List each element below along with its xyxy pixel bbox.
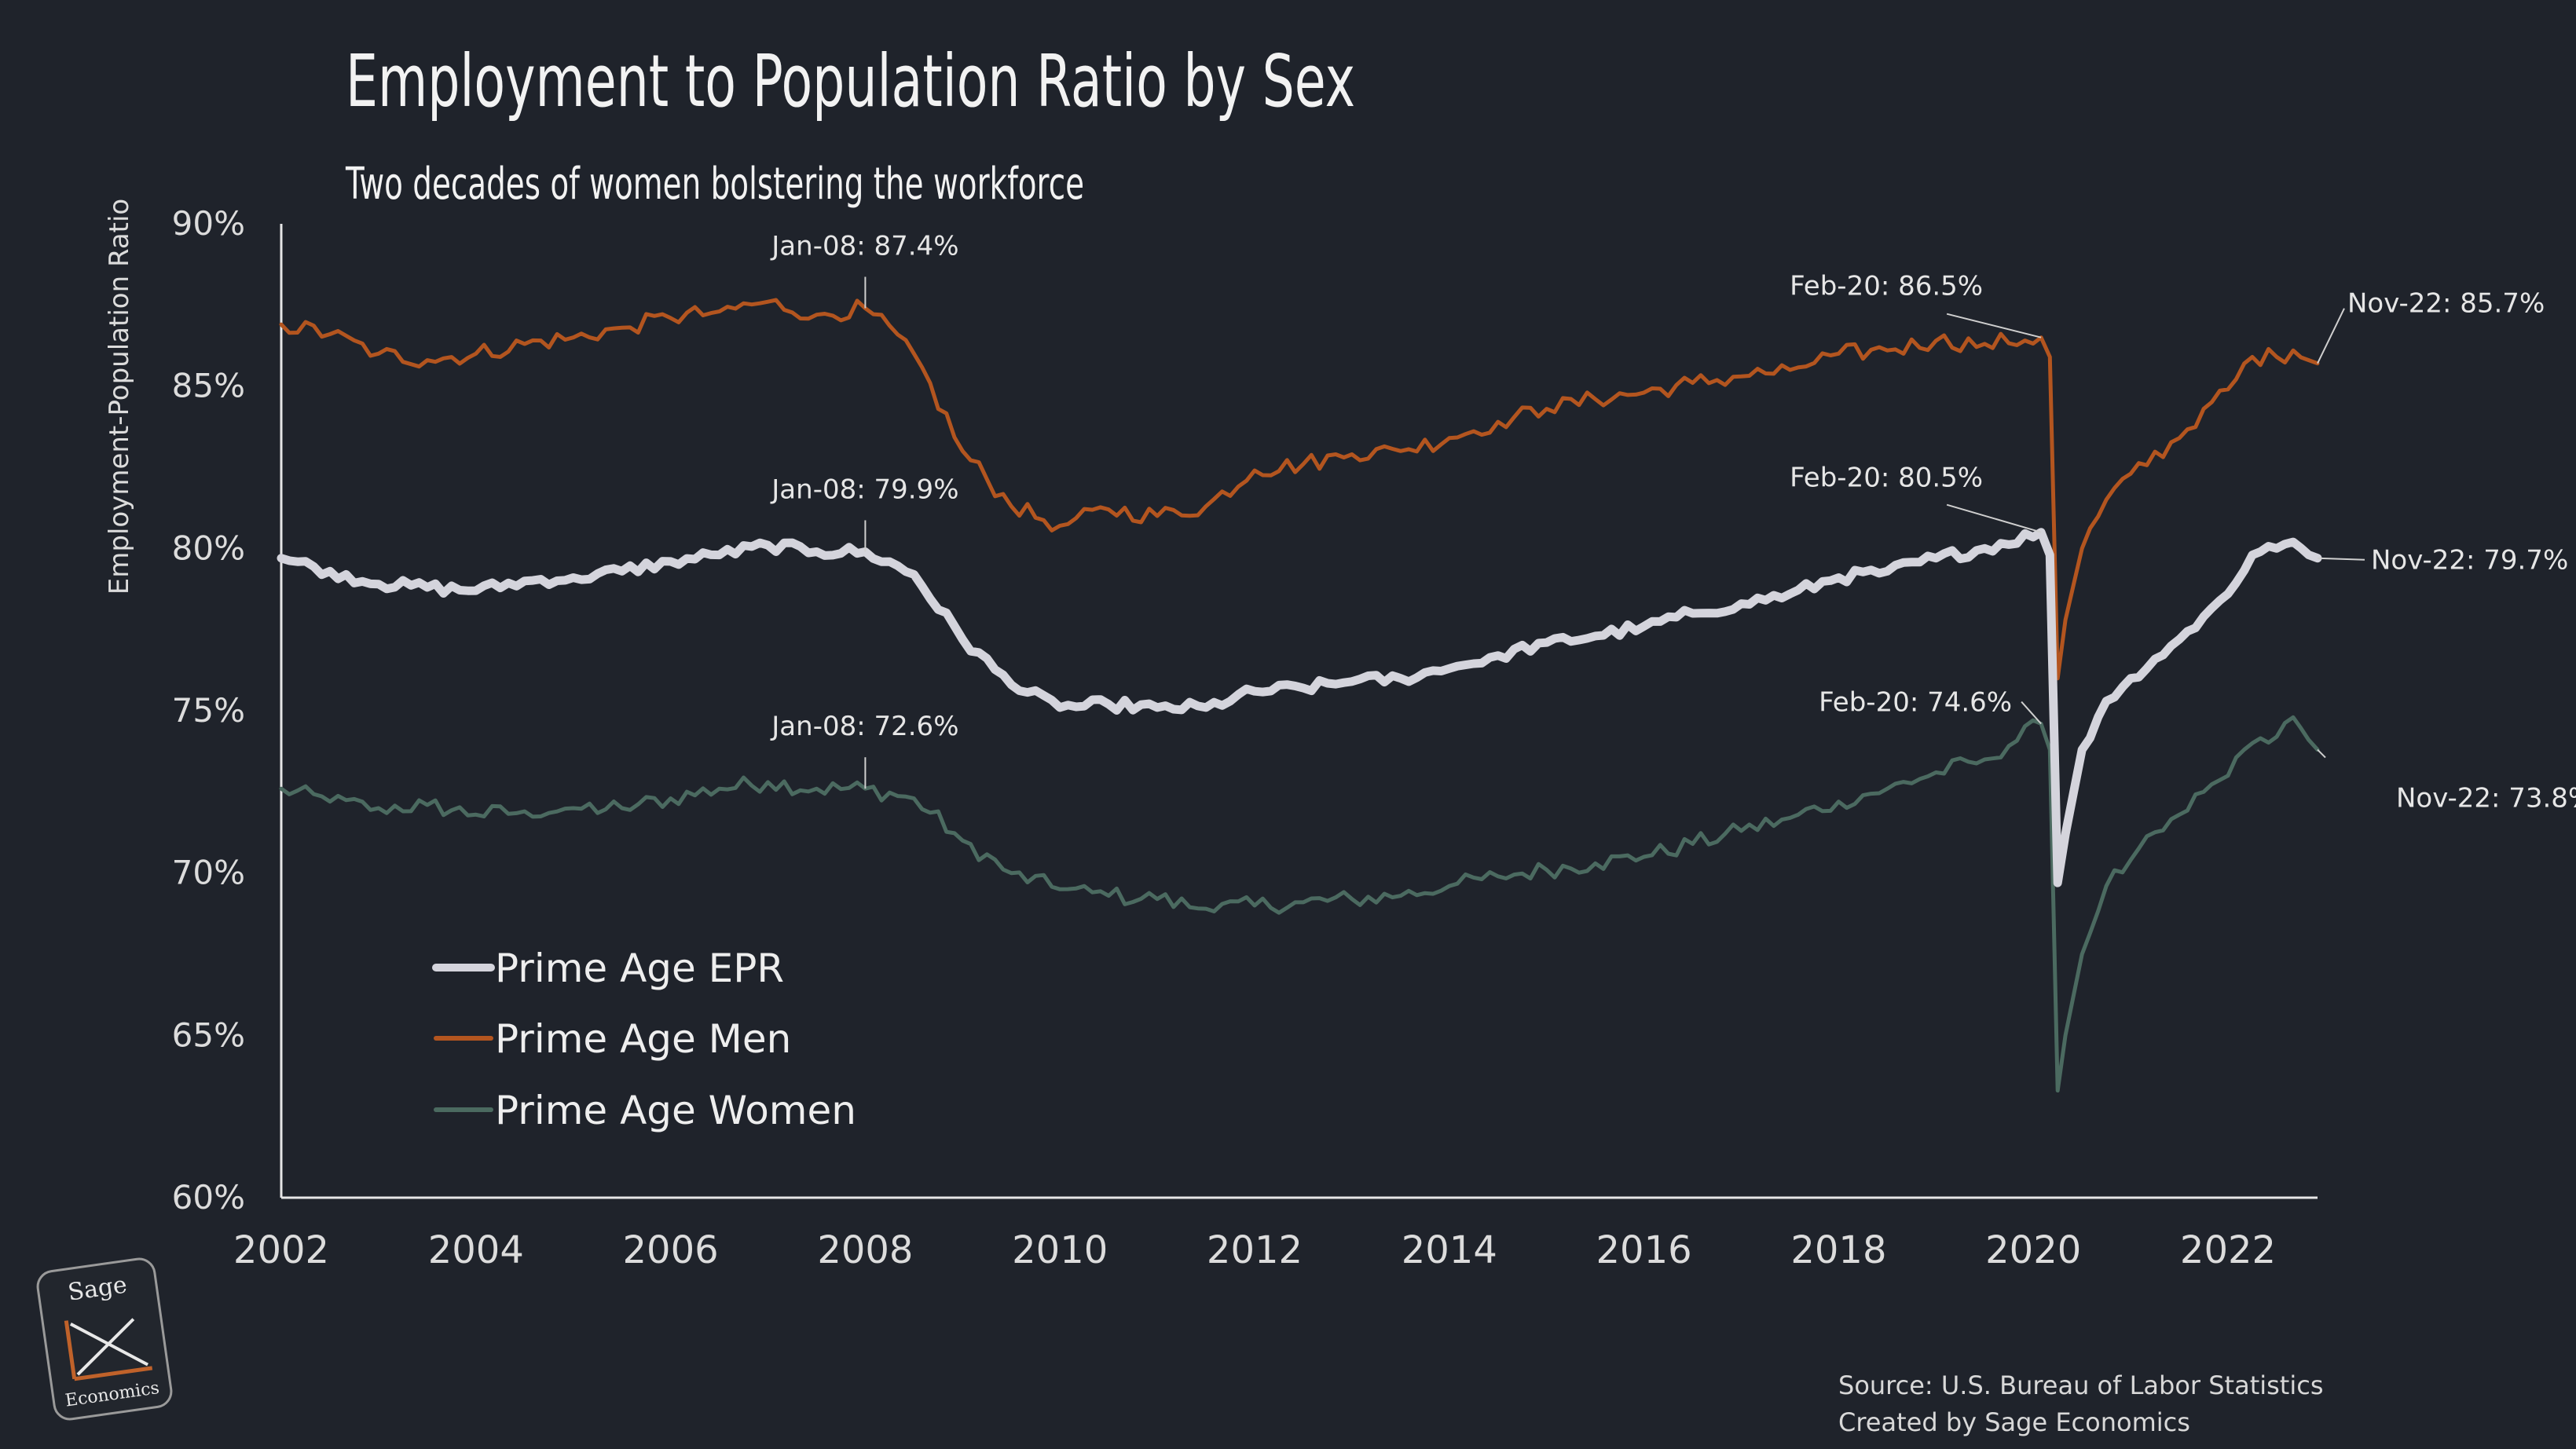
x-tick-label: 2004 xyxy=(428,1228,524,1272)
x-tick-label: 2010 xyxy=(1012,1228,1108,1272)
legend-label-women: Prime Age Women xyxy=(495,1088,856,1133)
annotation-label: Feb-20: 80.5% xyxy=(1790,463,1983,494)
sage-logo: Sage Economics xyxy=(36,1257,173,1421)
logo-frame xyxy=(36,1257,173,1421)
y-tick-label: 75% xyxy=(172,691,245,730)
x-axis: 2002 2004 2006 2008 2010 2012 2014 2016 2018 2020… xyxy=(233,1228,2276,1272)
logo-axis-v xyxy=(64,1320,77,1380)
y-tick-label: 70% xyxy=(172,854,245,892)
annotation-leader xyxy=(2317,748,2326,759)
series-line-women xyxy=(279,715,2320,1093)
annotation-label: Nov-22: 73.8% xyxy=(2396,783,2576,814)
x-tick-label: 2006 xyxy=(623,1228,719,1272)
annotation-label: Jan-08: 72.6% xyxy=(770,711,958,742)
x-tick-label: 2014 xyxy=(1402,1228,1497,1272)
x-tick-label: 2008 xyxy=(817,1228,913,1272)
annotation-leader xyxy=(2317,557,2365,561)
source-line: Source: U.S. Bureau of Labor Statistics xyxy=(1838,1370,2324,1400)
annotation-label: Feb-20: 86.5% xyxy=(1790,271,1983,302)
legend-label-epr: Prime Age EPR xyxy=(495,946,784,991)
x-tick-label: 2018 xyxy=(1790,1228,1886,1272)
annotation-label: Nov-22: 85.7% xyxy=(2347,288,2545,320)
y-tick-label: 60% xyxy=(172,1178,245,1217)
logo-axis-h xyxy=(74,1366,153,1381)
y-tick-label: 80% xyxy=(172,529,245,567)
y-tick-label: 90% xyxy=(172,204,245,243)
series-line-men xyxy=(279,298,2320,681)
annotation-label: Jan-08: 87.4% xyxy=(770,230,958,262)
x-tick-label: 2012 xyxy=(1207,1228,1303,1272)
x-tick-label: 2022 xyxy=(2180,1228,2276,1272)
chart-title: Employment to Population Ratio by Sex xyxy=(346,39,1355,123)
legend: Prime Age EPR Prime Age Men Prime Age Wo… xyxy=(432,946,856,1133)
y-axis: 60% 65% 70% 75% 80% 85% 90% xyxy=(172,204,245,1217)
annotation-leader xyxy=(2317,308,2345,364)
series-line-epr xyxy=(277,528,2322,887)
annotation-label: Nov-22: 79.7% xyxy=(2371,545,2568,576)
legend-label-men: Prime Age Men xyxy=(495,1016,791,1062)
y-tick-label: 65% xyxy=(172,1015,245,1054)
x-tick-label: 2020 xyxy=(1985,1228,2081,1272)
annotation-leader xyxy=(1946,503,2042,533)
annotation-layer: Jan-08: 87.4% Jan-08: 79.9% Jan-08: 72.6% F… xyxy=(770,230,2576,814)
series-layer xyxy=(277,298,2322,1093)
annotation-label: Jan-08: 79.9% xyxy=(770,474,958,505)
credit-line: Created by Sage Economics xyxy=(1838,1407,2190,1437)
x-tick-label: 2016 xyxy=(1596,1228,1692,1272)
y-axis-label: Employment-Population Ratio xyxy=(104,199,135,595)
chart-subtitle: Two decades of women bolstering the work… xyxy=(345,159,1084,210)
annotation-leader xyxy=(2021,701,2042,725)
y-tick-label: 85% xyxy=(172,367,245,405)
x-tick-label: 2002 xyxy=(233,1228,329,1272)
logo-line-b xyxy=(76,1318,135,1376)
annotation-leader xyxy=(1946,313,2042,338)
annotation-label: Feb-20: 74.6% xyxy=(1819,687,2012,719)
